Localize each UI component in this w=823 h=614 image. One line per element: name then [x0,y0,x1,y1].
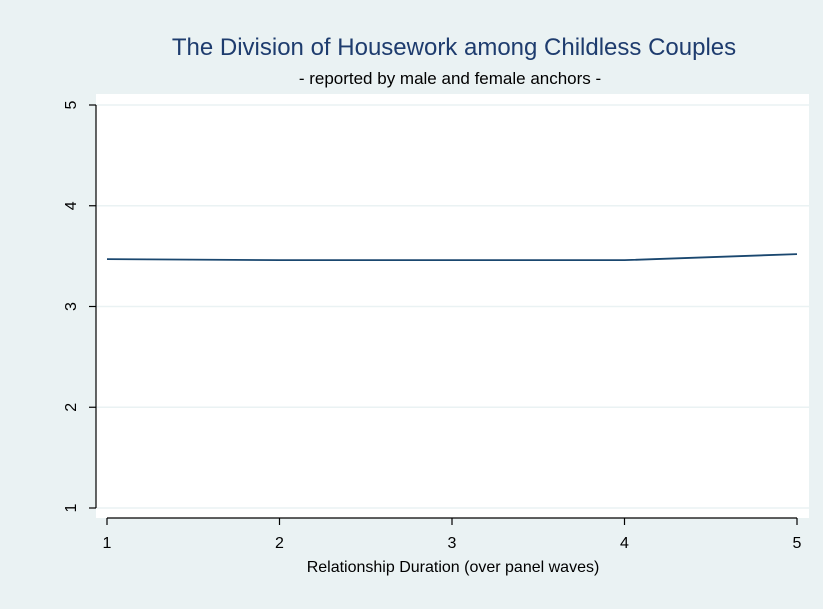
grid-lines [96,104,809,509]
y-tick-label-1: 1 [63,503,80,512]
series-line-0 [106,253,798,262]
y-tick-label-2: 2 [63,403,80,412]
x-tick-label-5: 5 [793,535,802,552]
x-tick-label-2: 2 [275,535,284,552]
axes: 1 2 3 4 5 1 2 3 4 5 [63,100,801,552]
x-tick-label-1: 1 [103,535,112,552]
y-tick-label-4: 4 [63,201,80,210]
y-tick-label-5: 5 [63,100,80,109]
series [106,253,798,262]
x-tick-label-4: 4 [620,535,629,552]
x-tick-label-3: 3 [448,535,457,552]
x-axis-label: Relationship Duration (over panel waves) [307,559,600,576]
y-tick-label-3: 3 [63,302,80,311]
chart-title: The Division of Housework among Childles… [172,34,736,61]
chart-subtitle: - reported by male and female anchors - [299,69,601,88]
